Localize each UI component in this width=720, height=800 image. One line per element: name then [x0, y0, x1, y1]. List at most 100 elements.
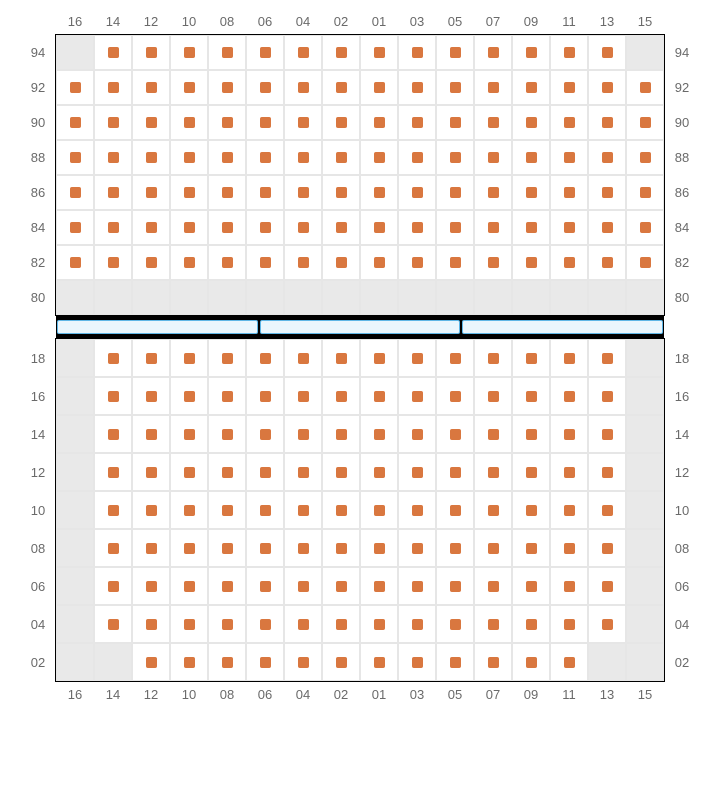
seat-cell[interactable] [626, 70, 664, 105]
seat-cell[interactable] [94, 605, 132, 643]
seat-cell[interactable] [512, 210, 550, 245]
seat-cell[interactable] [550, 175, 588, 210]
seat-cell[interactable] [208, 70, 246, 105]
seat-cell[interactable] [284, 140, 322, 175]
seat-cell[interactable] [436, 491, 474, 529]
seat-cell[interactable] [398, 245, 436, 280]
seat-cell[interactable] [94, 140, 132, 175]
seat-cell[interactable] [512, 491, 550, 529]
seat-cell[interactable] [398, 105, 436, 140]
seat-cell[interactable] [170, 491, 208, 529]
seat-cell[interactable] [360, 567, 398, 605]
seat-cell[interactable] [474, 453, 512, 491]
seat-cell[interactable] [56, 70, 94, 105]
seat-cell[interactable] [474, 35, 512, 70]
seat-cell[interactable] [132, 175, 170, 210]
seat-cell[interactable] [398, 210, 436, 245]
seat-cell[interactable] [474, 339, 512, 377]
seat-cell[interactable] [398, 529, 436, 567]
seat-cell[interactable] [398, 140, 436, 175]
seat-cell[interactable] [208, 491, 246, 529]
seat-cell[interactable] [322, 605, 360, 643]
seat-cell[interactable] [170, 415, 208, 453]
seat-cell[interactable] [398, 339, 436, 377]
seat-cell[interactable] [588, 567, 626, 605]
seat-cell[interactable] [284, 643, 322, 681]
seat-cell[interactable] [208, 529, 246, 567]
seat-cell[interactable] [170, 140, 208, 175]
seat-cell[interactable] [512, 567, 550, 605]
seat-cell[interactable] [132, 567, 170, 605]
seat-cell[interactable] [474, 643, 512, 681]
seat-cell[interactable] [626, 140, 664, 175]
seat-cell[interactable] [550, 105, 588, 140]
seat-cell[interactable] [208, 339, 246, 377]
seat-cell[interactable] [474, 529, 512, 567]
seat-cell[interactable] [170, 175, 208, 210]
seat-cell[interactable] [246, 105, 284, 140]
seat-cell[interactable] [170, 35, 208, 70]
seat-cell[interactable] [94, 35, 132, 70]
seat-cell[interactable] [132, 105, 170, 140]
seat-cell[interactable] [208, 35, 246, 70]
seat-cell[interactable] [246, 491, 284, 529]
seat-cell[interactable] [246, 339, 284, 377]
seat-cell[interactable] [94, 453, 132, 491]
seat-cell[interactable] [132, 70, 170, 105]
seat-cell[interactable] [322, 245, 360, 280]
seat-cell[interactable] [322, 529, 360, 567]
seat-cell[interactable] [550, 415, 588, 453]
seat-cell[interactable] [436, 210, 474, 245]
seat-cell[interactable] [360, 605, 398, 643]
seat-cell[interactable] [398, 567, 436, 605]
seat-cell[interactable] [360, 529, 398, 567]
seat-cell[interactable] [436, 140, 474, 175]
seat-cell[interactable] [94, 70, 132, 105]
seat-cell[interactable] [588, 415, 626, 453]
seat-cell[interactable] [132, 377, 170, 415]
seat-cell[interactable] [626, 175, 664, 210]
seat-cell[interactable] [474, 140, 512, 175]
seat-cell[interactable] [512, 339, 550, 377]
seat-cell[interactable] [588, 491, 626, 529]
seat-cell[interactable] [132, 529, 170, 567]
seat-cell[interactable] [474, 210, 512, 245]
seat-cell[interactable] [246, 453, 284, 491]
seat-cell[interactable] [208, 140, 246, 175]
seat-cell[interactable] [436, 643, 474, 681]
seat-cell[interactable] [360, 140, 398, 175]
seat-cell[interactable] [94, 105, 132, 140]
seat-cell[interactable] [284, 491, 322, 529]
seat-cell[interactable] [512, 70, 550, 105]
seat-cell[interactable] [322, 175, 360, 210]
seat-cell[interactable] [550, 70, 588, 105]
seat-cell[interactable] [94, 210, 132, 245]
seat-cell[interactable] [474, 377, 512, 415]
seat-cell[interactable] [360, 175, 398, 210]
seat-cell[interactable] [246, 605, 284, 643]
seat-cell[interactable] [512, 140, 550, 175]
seat-cell[interactable] [550, 377, 588, 415]
seat-cell[interactable] [322, 567, 360, 605]
seat-cell[interactable] [246, 415, 284, 453]
seat-cell[interactable] [474, 105, 512, 140]
seat-cell[interactable] [322, 210, 360, 245]
seat-cell[interactable] [322, 643, 360, 681]
seat-cell[interactable] [132, 491, 170, 529]
seat-cell[interactable] [360, 105, 398, 140]
seat-cell[interactable] [436, 377, 474, 415]
seat-cell[interactable] [94, 245, 132, 280]
seat-cell[interactable] [170, 529, 208, 567]
seat-cell[interactable] [550, 245, 588, 280]
seat-cell[interactable] [284, 245, 322, 280]
seat-cell[interactable] [246, 35, 284, 70]
seat-cell[interactable] [322, 70, 360, 105]
seat-cell[interactable] [94, 175, 132, 210]
seat-cell[interactable] [398, 605, 436, 643]
seat-cell[interactable] [474, 175, 512, 210]
seat-cell[interactable] [170, 567, 208, 605]
seat-cell[interactable] [588, 453, 626, 491]
seat-cell[interactable] [284, 175, 322, 210]
seat-cell[interactable] [208, 245, 246, 280]
seat-cell[interactable] [588, 140, 626, 175]
